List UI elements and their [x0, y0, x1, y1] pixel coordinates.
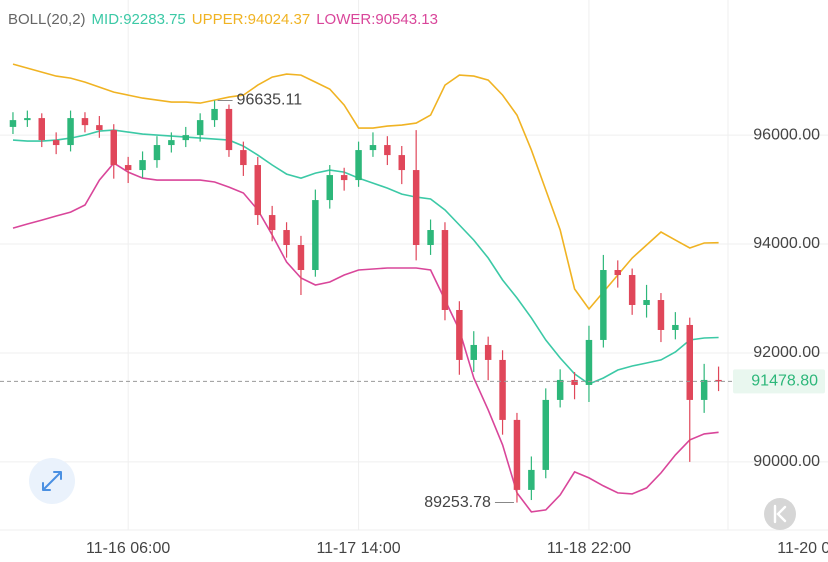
candle-body: [542, 399, 549, 470]
candle-body: [240, 150, 247, 166]
band-line-lower: [12, 162, 719, 513]
candle-body: [139, 160, 146, 171]
candle-body: [657, 300, 665, 330]
candle-body: [456, 309, 463, 360]
candle-body: [254, 165, 261, 216]
candle-body: [484, 344, 492, 360]
candle-body: [384, 145, 391, 156]
candle-body: [124, 165, 132, 171]
candle-body: [470, 344, 477, 360]
grid: [0, 0, 828, 531]
candle-body: [686, 324, 693, 400]
candle-body: [81, 118, 89, 126]
candle-body: [571, 379, 578, 385]
indicator-label: BOLL(20,2): [8, 11, 86, 28]
price-label: 91478.80: [751, 373, 818, 390]
candle-body: [628, 275, 636, 305]
candle-body: [355, 150, 362, 181]
legend-lower: LOWER:90543.13: [316, 11, 438, 28]
y-tick-label: 92000.00: [753, 344, 820, 361]
candle-body: [585, 339, 593, 385]
labels: 90000.00 92000.00 94000.00 96000.00 11-16 06…: [0, 92, 828, 557]
legend-upper: UPPER:94024.37: [192, 11, 310, 28]
candle-body: [196, 120, 204, 136]
y-tick-label: 90000.00: [753, 453, 820, 470]
legend-mid: MID:92283.75: [92, 11, 186, 28]
candle-body: [182, 135, 189, 141]
candle-body: [398, 155, 405, 171]
candle-body: [528, 469, 535, 490]
candle-body: [24, 118, 31, 121]
x-tick-label: 11-16 06:00: [86, 540, 170, 557]
candle-body: [312, 200, 319, 271]
candle-body: [614, 270, 621, 276]
candle-body: [643, 300, 650, 305]
candle-body: [600, 270, 607, 340]
y-tick-label: 96000.00: [753, 126, 820, 143]
candle-body: [268, 215, 276, 231]
band-line-upper: [12, 63, 719, 311]
candle-body: [672, 324, 679, 330]
x-tick-label: 11-20 06:00: [777, 540, 828, 557]
candle-body: [369, 145, 377, 151]
candle-body: [67, 118, 74, 146]
low-label: 89253.78: [424, 494, 491, 511]
candle-body: [513, 419, 521, 490]
scroll-latest-button[interactable]: [764, 498, 796, 530]
legend: BOLL(20,2) MID:92283.75 UPPER:94024.37 L…: [8, 11, 438, 28]
candle-body: [211, 108, 218, 121]
candle-body: [441, 230, 449, 310]
expand-button[interactable]: [29, 458, 75, 504]
candle-body: [52, 140, 60, 146]
candle-body: [340, 175, 348, 181]
candle-body: [326, 175, 333, 201]
candle-body: [110, 130, 117, 166]
x-tick-label: 11-17 14:00: [316, 540, 400, 557]
candle-body: [556, 379, 564, 400]
candle-body: [297, 245, 305, 271]
x-tick-label: 11-18 22:00: [547, 540, 631, 557]
candle-body: [715, 379, 722, 382]
candle-body: [153, 145, 161, 161]
candle-body: [283, 230, 290, 246]
high-label: 96635.11: [237, 92, 303, 109]
candle-body: [225, 108, 233, 151]
candle-body: [412, 170, 420, 246]
price-label-bg: [733, 369, 825, 394]
candle-body: [9, 120, 17, 127]
candle-body: [499, 359, 506, 420]
candles: [9, 100, 722, 503]
y-tick-label: 94000.00: [753, 235, 820, 252]
candle-body: [96, 125, 103, 131]
bands: [12, 63, 719, 513]
band-line-mid: [12, 129, 719, 385]
candle-body: [168, 140, 175, 146]
candle-body: [38, 118, 45, 141]
candle-body: [427, 230, 434, 246]
candle-body: [700, 379, 708, 400]
